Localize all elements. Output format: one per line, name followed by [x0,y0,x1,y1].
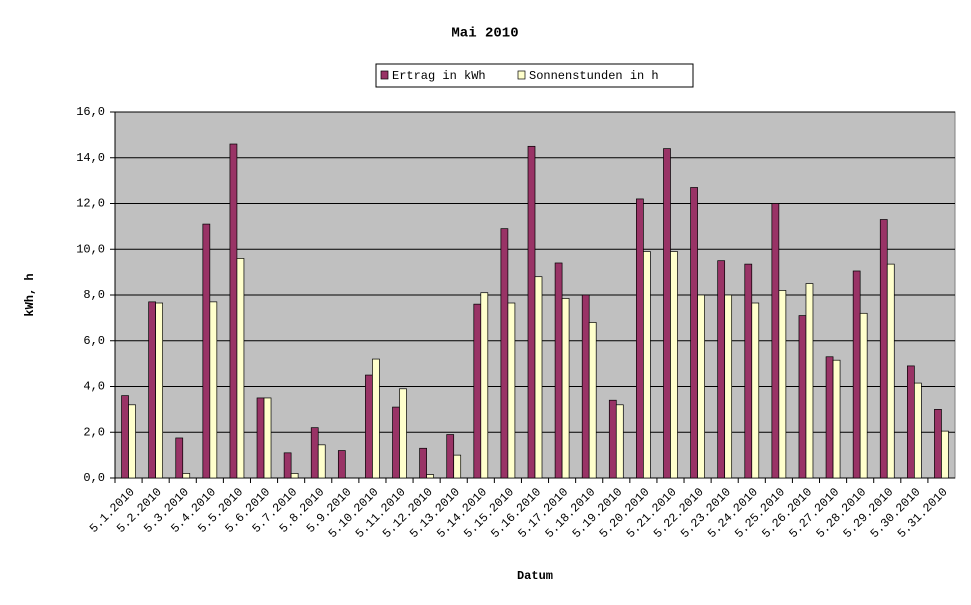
bar [771,203,780,479]
bar [663,148,671,479]
bar [778,290,787,479]
bar [202,223,211,479]
bar [751,302,760,479]
bar [155,302,163,479]
bar [886,263,895,479]
bar [209,301,218,479]
y-tick-label: 10,0 [76,242,105,256]
legend-swatch [380,70,389,80]
legend-swatch [517,70,526,80]
bar [615,404,624,479]
bar [717,260,726,479]
chart-title: Mai 2010 [451,26,518,42]
bar [317,444,326,479]
bar [372,358,380,479]
bar [534,276,543,479]
bar [290,473,299,479]
bar [941,430,949,479]
bar [852,270,861,479]
bar [825,356,834,479]
bar [310,427,319,479]
bar [561,298,570,479]
bar [229,143,238,479]
bar [697,294,705,479]
bar [337,450,346,479]
bar [554,262,563,479]
bar [608,399,617,479]
bar [283,452,292,479]
bar [670,251,678,479]
bar [744,263,753,479]
bar [426,474,434,479]
bar [527,145,536,479]
bar [453,454,462,479]
bar [859,312,868,479]
y-tick-label: 0,0 [83,471,105,485]
legend-label: Sonnenstunden in h [529,69,659,83]
bar [500,228,509,479]
y-tick-label: 16,0 [76,105,105,119]
bar [236,258,245,479]
bar [636,198,644,479]
bar [914,382,922,479]
y-axis-label: kWh, h [23,273,37,316]
bar [473,303,482,479]
y-tick-label: 2,0 [83,425,105,439]
bar [907,365,915,479]
bar [121,395,129,479]
bar [399,388,407,479]
bar [419,447,427,479]
y-tick-label: 4,0 [83,380,105,394]
bar [182,473,191,479]
y-tick-label: 14,0 [76,151,105,165]
bar [148,301,156,479]
bar [581,294,590,479]
bar [798,315,807,479]
bar [643,251,651,479]
bar [724,294,733,479]
bar [365,374,373,479]
x-axis-label: Datum [517,569,553,583]
bar [507,302,516,479]
bar [263,397,272,479]
bar [832,359,841,479]
bar [392,406,400,479]
y-tick-label: 6,0 [83,334,105,348]
bar [480,292,489,479]
bar [934,409,942,479]
bar [805,283,814,479]
legend-box [375,63,694,88]
bar [446,434,455,479]
y-tick-label: 8,0 [83,288,105,302]
bar [256,397,265,479]
legend-label: Ertrag in kWh [392,69,486,83]
bar [690,187,698,479]
bar [588,322,597,479]
bar [879,219,888,479]
bar [175,437,184,479]
y-tick-label: 12,0 [76,197,105,211]
bar [128,404,136,479]
